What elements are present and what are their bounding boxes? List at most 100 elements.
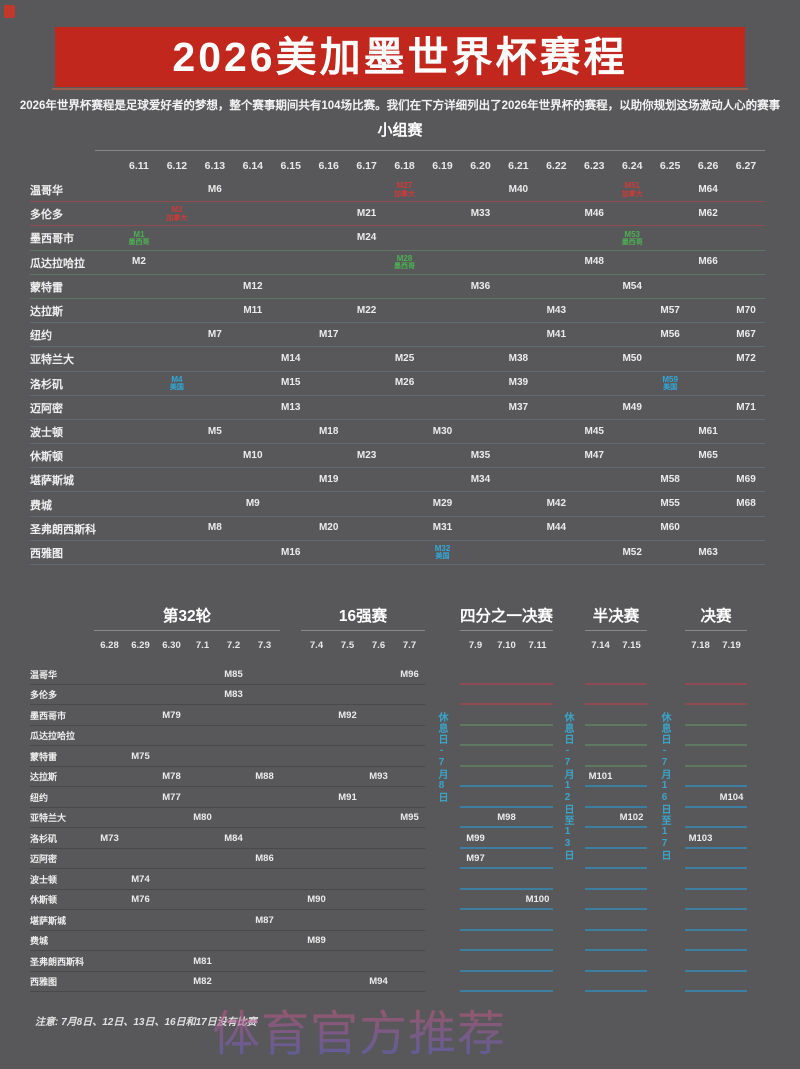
city-label: 波士顿 xyxy=(30,874,58,885)
city-label: 圣弗朗西斯科 xyxy=(30,523,96,536)
match-cell: M74 xyxy=(131,873,150,885)
slot-underline xyxy=(685,910,747,931)
rest-day-note-3: 休息日-7月16日至17日 xyxy=(659,712,670,861)
match-cell: M28 墨西哥 xyxy=(386,254,424,271)
section-title: 半决赛 xyxy=(592,608,640,625)
match-cell: M35 xyxy=(470,449,491,461)
match-cell: M17 xyxy=(318,328,339,340)
match-cell: M23 xyxy=(356,449,377,461)
match-cell: M96 xyxy=(400,668,419,680)
city-label: 亚特兰大 xyxy=(30,813,67,824)
date-header: 6.20 xyxy=(470,159,491,172)
footnote: 注意: 7月8日、12日、13日、16日和17日没有比赛 xyxy=(35,1017,257,1028)
date-header: 7.18 xyxy=(691,639,710,651)
match-cell: M22 xyxy=(356,304,377,316)
slot-underline xyxy=(460,726,553,746)
date-header: 6.12 xyxy=(166,159,188,172)
match-cell: M12 xyxy=(243,280,263,292)
match-country-label: 加拿大 xyxy=(166,214,188,222)
match-cell: M93 xyxy=(369,771,388,783)
match-cell: M76 xyxy=(131,894,150,906)
slot-underline xyxy=(585,705,647,726)
city-label: 迈阿密 xyxy=(30,402,63,415)
city-label: 休斯顿 xyxy=(30,895,58,906)
match-country-label: 加拿大 xyxy=(394,190,416,198)
match-cell: M103 xyxy=(688,832,713,844)
match-cell: M68 xyxy=(736,498,756,510)
city-label: 纽约 xyxy=(30,792,49,803)
slot-underline xyxy=(685,890,747,910)
rest-day-note-2: 休息日-7月12日至13日 xyxy=(562,712,573,861)
match-cell: M40 xyxy=(508,183,529,195)
match-cell: M62 xyxy=(698,208,718,220)
slot-underline xyxy=(685,808,747,828)
match-cell: M13 xyxy=(281,401,301,413)
slot-underline xyxy=(685,685,747,705)
city-label: 洛杉矶 xyxy=(30,378,63,391)
slot-underline xyxy=(685,869,747,890)
match-cell: M91 xyxy=(338,791,357,803)
match-cell: M43 xyxy=(546,304,567,316)
match-cell: M54 xyxy=(622,280,642,292)
date-header: 6.18 xyxy=(394,159,415,172)
match-cell: M4 美国 xyxy=(158,375,196,392)
match-cell: M69 xyxy=(736,474,756,486)
match-cell: M87 xyxy=(255,914,274,926)
slot-underline xyxy=(685,849,747,869)
date-header: 6.24 xyxy=(621,159,643,172)
match-cell: M30 xyxy=(432,425,453,437)
slot-underline xyxy=(585,849,647,869)
match-cell: M9 xyxy=(245,498,260,510)
match-country-label: 美国 xyxy=(169,384,184,392)
match-cell: M26 xyxy=(394,377,415,389)
slot-underline xyxy=(460,685,553,705)
date-header: 7.2 xyxy=(226,639,241,651)
slot-underline xyxy=(585,787,647,808)
match-cell: M3 加拿大 xyxy=(158,206,196,222)
match-cell: M27 加拿大 xyxy=(386,182,424,198)
match-cell: M39 xyxy=(508,377,529,389)
match-cell: M82 xyxy=(193,976,212,988)
city-label: 多伦多 xyxy=(30,209,63,222)
match-cell: M56 xyxy=(660,328,680,340)
date-header: 6.22 xyxy=(546,159,567,172)
city-label: 墨西哥市 xyxy=(30,233,74,246)
match-cell: M72 xyxy=(736,353,756,365)
section-title: 决赛 xyxy=(700,608,732,625)
city-label: 洛杉矶 xyxy=(30,833,58,844)
match-country-label: 美国 xyxy=(663,384,678,392)
slot-underline xyxy=(585,685,647,705)
city-label: 瓜达拉哈拉 xyxy=(30,257,85,270)
match-cell: M19 xyxy=(318,474,339,486)
match-cell: M45 xyxy=(584,425,604,437)
slot-underline xyxy=(685,664,747,685)
city-label: 蒙特雷 xyxy=(30,281,63,294)
date-header: 7.3 xyxy=(257,639,272,651)
date-header: 7.15 xyxy=(622,639,641,651)
title-banner: 2026美加墨世界杯赛程 xyxy=(55,27,745,87)
match-cell: M53 墨西哥 xyxy=(613,230,651,247)
slot-underline xyxy=(460,664,553,685)
city-label: 堪萨斯城 xyxy=(30,915,67,926)
row-separator xyxy=(30,275,765,299)
match-cell: M99 xyxy=(466,832,485,844)
match-cell: M97 xyxy=(466,853,485,865)
match-cell: M67 xyxy=(736,328,756,340)
city-label: 休斯顿 xyxy=(30,451,63,464)
match-cell: M50 xyxy=(622,353,642,365)
city-label: 达拉斯 xyxy=(30,772,58,783)
match-cell: M83 xyxy=(224,689,243,701)
slot-underline xyxy=(460,767,553,787)
match-cell: M58 xyxy=(660,474,680,486)
match-cell: M80 xyxy=(193,812,212,824)
date-header: 6.11 xyxy=(129,159,149,172)
banner-underline xyxy=(52,88,748,90)
city-label: 西雅图 xyxy=(30,547,63,560)
match-cell: M16 xyxy=(281,546,301,558)
date-header-rule xyxy=(585,630,647,631)
match-cell: M49 xyxy=(622,401,642,413)
slot-underline xyxy=(585,664,647,685)
slot-underline xyxy=(460,705,553,726)
match-cell: M63 xyxy=(698,546,718,558)
